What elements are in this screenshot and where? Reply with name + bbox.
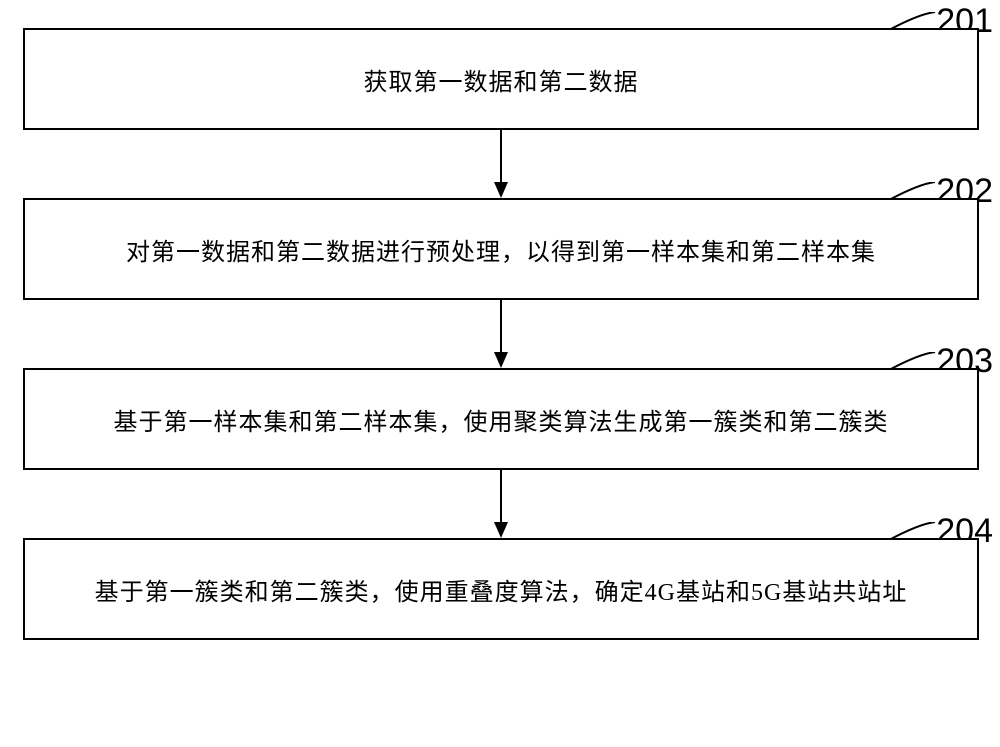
step-text-201: 获取第一数据和第二数据: [364, 62, 639, 97]
step-text-203: 基于第一样本集和第二样本集，使用聚类算法生成第一簇类和第二簇类: [114, 402, 889, 437]
step-wrapper-203: 203 基于第一样本集和第二样本集，使用聚类算法生成第一簇类和第二簇类: [23, 368, 979, 470]
step-wrapper-201: 201 获取第一数据和第二数据: [23, 28, 979, 130]
step-box-204: 基于第一簇类和第二簇类，使用重叠度算法，确定4G基站和5G基站共站址: [23, 538, 979, 640]
step-box-202: 对第一数据和第二数据进行预处理，以得到第一样本集和第二样本集: [23, 198, 979, 300]
step-box-203: 基于第一样本集和第二样本集，使用聚类算法生成第一簇类和第二簇类: [23, 368, 979, 470]
step-wrapper-204: 204 基于第一簇类和第二簇类，使用重叠度算法，确定4G基站和5G基站共站址: [23, 538, 979, 640]
arrow-3: [23, 470, 979, 538]
step-box-201: 获取第一数据和第二数据: [23, 28, 979, 130]
arrow-2: [23, 300, 979, 368]
step-text-202: 对第一数据和第二数据进行预处理，以得到第一样本集和第二样本集: [126, 232, 876, 267]
step-text-204: 基于第一簇类和第二簇类，使用重叠度算法，确定4G基站和5G基站共站址: [95, 572, 908, 607]
flowchart-container: 201 获取第一数据和第二数据 202 对第一数据和第二数据进行预处理，以得到第…: [23, 28, 979, 640]
arrow-1: [23, 130, 979, 198]
step-wrapper-202: 202 对第一数据和第二数据进行预处理，以得到第一样本集和第二样本集: [23, 198, 979, 300]
